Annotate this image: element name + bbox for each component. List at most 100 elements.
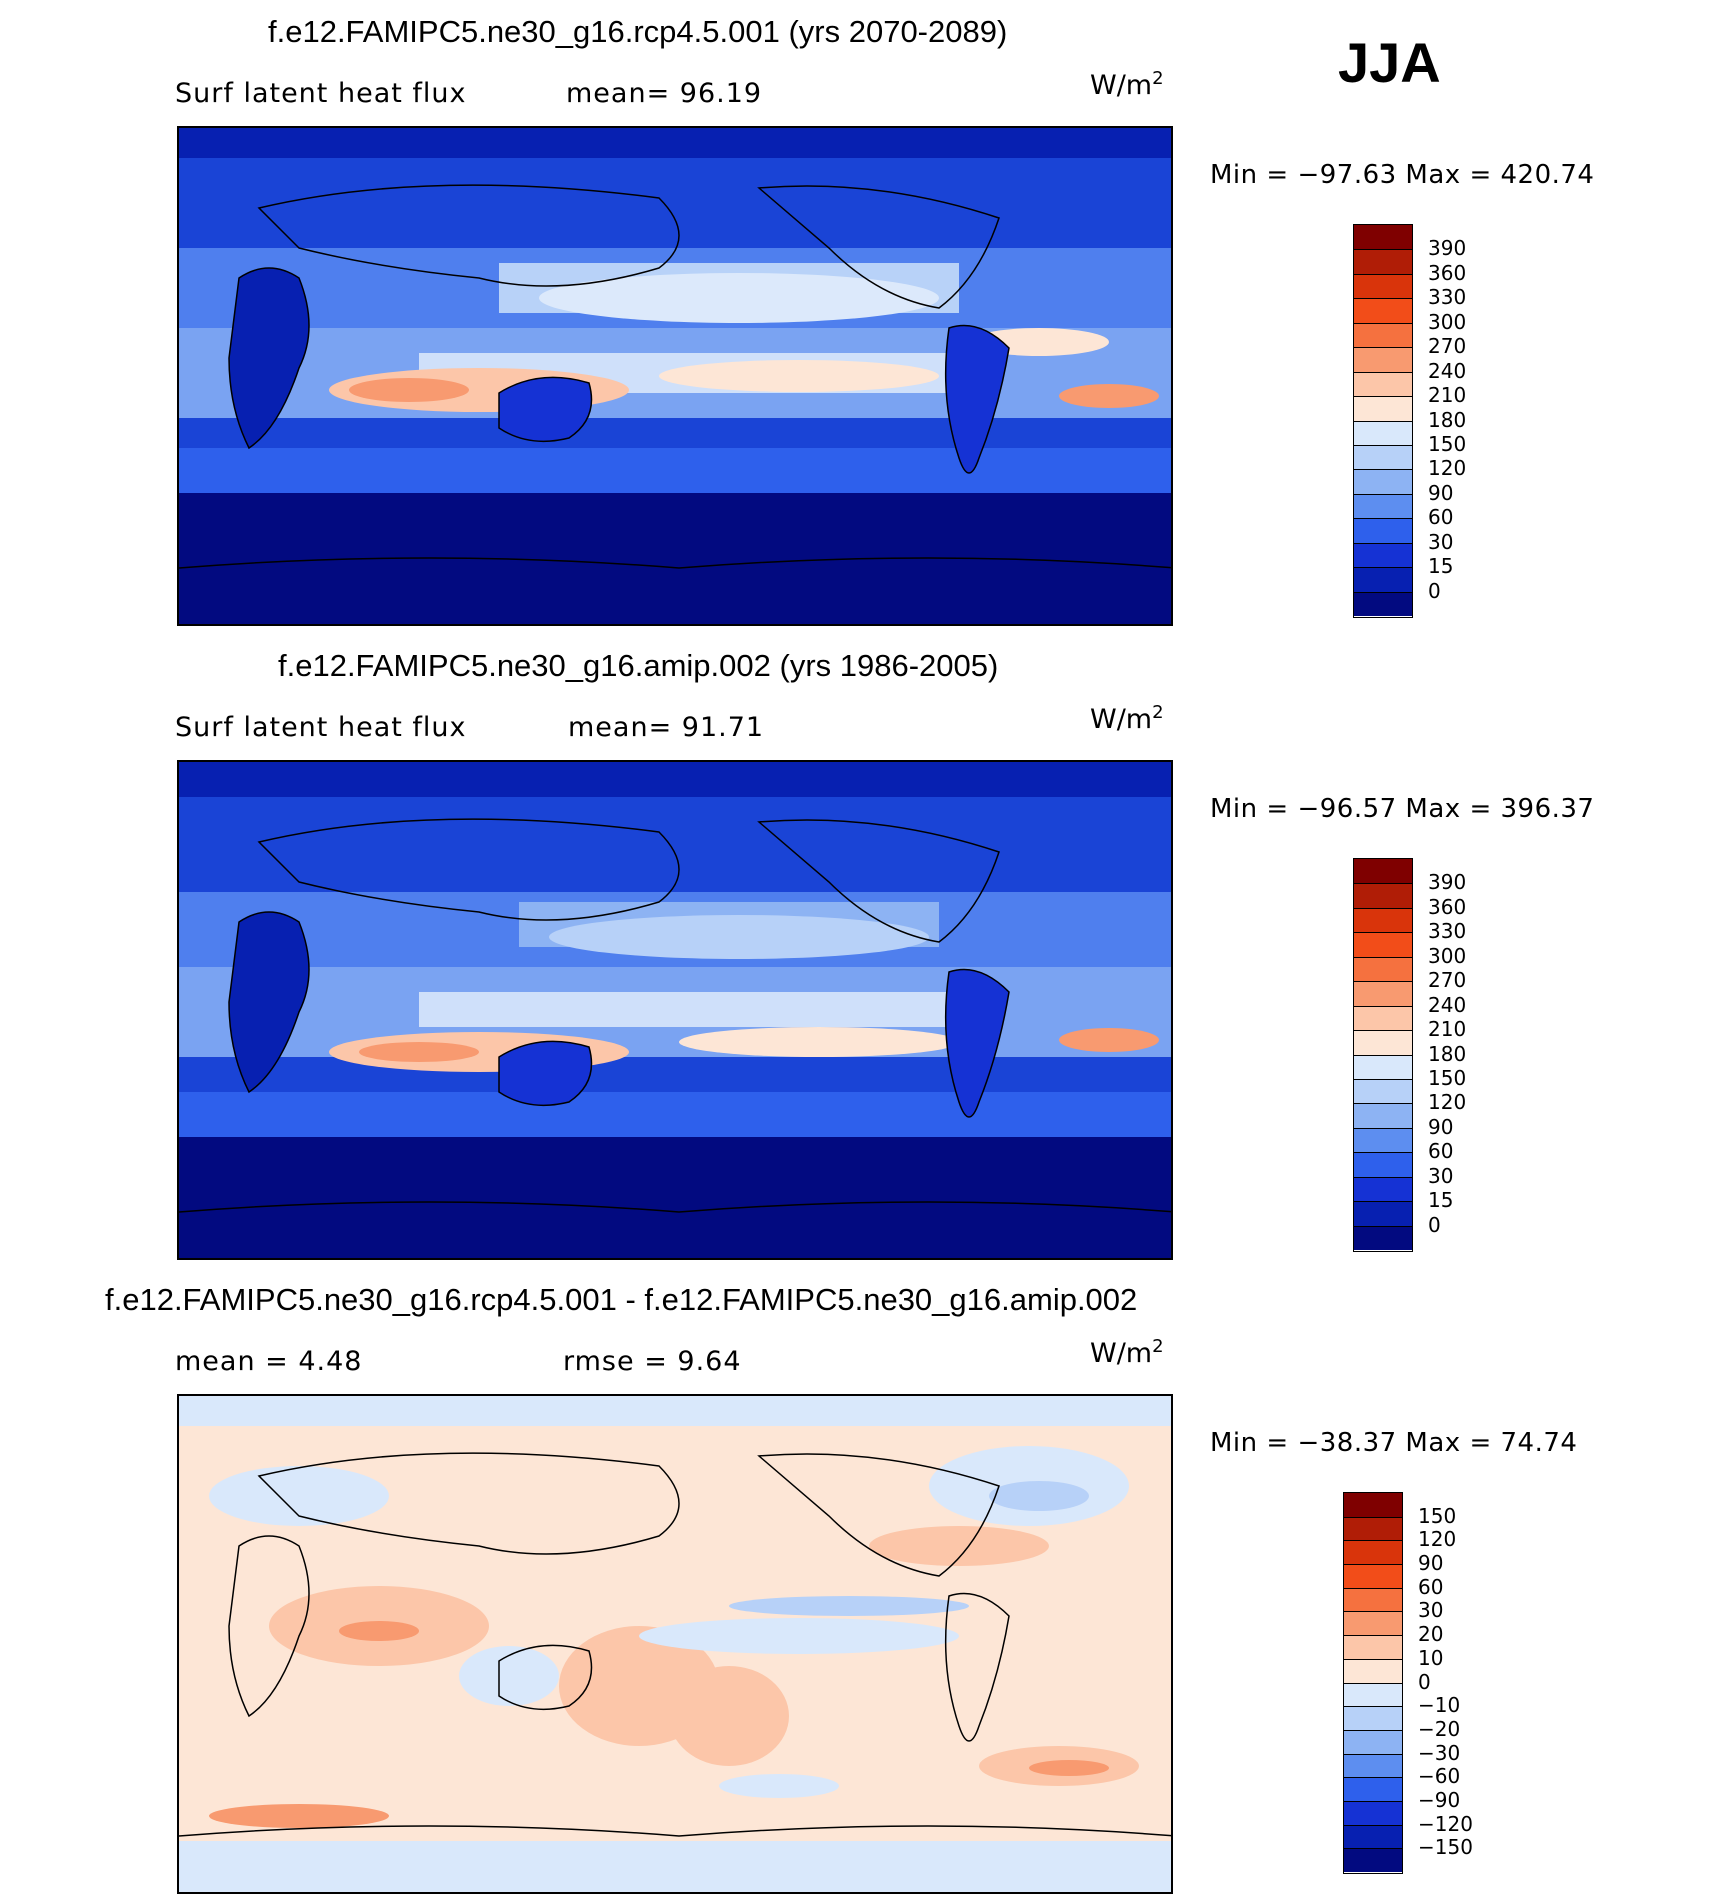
panel-1-minmax: Min = −97.63 Max = 420.74	[1210, 160, 1595, 190]
colorbar-tick-label: −150	[1418, 1835, 1473, 1860]
colorbar-swatch	[1354, 1005, 1412, 1031]
colorbar-swatch	[1344, 1729, 1402, 1754]
panel-1-variable-label: Surf latent heat flux	[175, 78, 467, 109]
colorbar-tick-label: −120	[1418, 1811, 1473, 1836]
colorbar-tick-label: 330	[1428, 919, 1467, 944]
colorbar-swatch	[1344, 1611, 1402, 1636]
colorbar-swatch	[1354, 981, 1412, 1006]
panel-2-variable-label: Surf latent heat flux	[175, 712, 467, 743]
colorbar-swatch	[1354, 493, 1412, 519]
colorbar-swatch	[1354, 1201, 1412, 1226]
colorbar-tick-label: 0	[1428, 578, 1441, 603]
colorbar-swatch	[1354, 1054, 1412, 1079]
colorbar-swatch	[1344, 1824, 1402, 1849]
panel-2-colorbar-labels: 390 360 330 300 270 240 210 180 150 120 90 60 30 15 0	[1428, 858, 1508, 1252]
colorbar-tick-label: 0	[1428, 1212, 1441, 1237]
colorbar-tick-label: 120	[1428, 456, 1467, 481]
panel-2-map-svg	[179, 762, 1171, 1258]
panel-2-title: f.e12.FAMIPC5.ne30_g16.amip.002 (yrs 198…	[278, 648, 999, 683]
panel-1-colorbar-labels: 390 360 330 300 270 240 210 180 150 120 90 60 30 15 0	[1428, 224, 1508, 618]
colorbar-tick-label: 180	[1428, 1041, 1467, 1066]
colorbar-tick-label: 20	[1418, 1622, 1444, 1647]
colorbar-swatch	[1344, 1658, 1402, 1683]
colorbar-swatch	[1344, 1540, 1402, 1565]
panel-1-units: W/m2	[1090, 68, 1164, 101]
panel-3-colorbar	[1343, 1492, 1403, 1874]
colorbar-tick-label: 120	[1418, 1527, 1457, 1552]
colorbar-swatch	[1354, 322, 1412, 348]
panel-1-mean-label: mean= 96.19	[566, 78, 763, 109]
colorbar-swatch	[1344, 1753, 1402, 1778]
colorbar-swatch	[1344, 1587, 1402, 1612]
colorbar-swatch	[1344, 1848, 1402, 1872]
colorbar-swatch	[1354, 1152, 1412, 1177]
panel-2-colorbar	[1353, 858, 1413, 1252]
colorbar-tick-label: 210	[1428, 383, 1467, 408]
colorbar-tick-label: 390	[1428, 870, 1467, 895]
colorbar-swatch	[1344, 1706, 1402, 1730]
colorbar-swatch	[1354, 859, 1412, 884]
colorbar-swatch	[1344, 1682, 1402, 1707]
colorbar-tick-label: 30	[1428, 529, 1454, 554]
colorbar-tick-label: 240	[1428, 992, 1467, 1017]
colorbar-swatch	[1354, 444, 1412, 470]
colorbar-tick-label: 60	[1418, 1574, 1444, 1599]
panel-3-title: f.e12.FAMIPC5.ne30_g16.rcp4.5.001 - f.e1…	[105, 1282, 1138, 1317]
colorbar-tick-label: 0	[1418, 1669, 1431, 1694]
colorbar-swatch	[1354, 932, 1412, 957]
panel-3-units: W/m2	[1090, 1336, 1164, 1369]
colorbar-swatch	[1354, 567, 1412, 592]
colorbar-tick-label: 180	[1428, 407, 1467, 432]
colorbar-tick-label: 240	[1428, 358, 1467, 383]
panel-2-minmax: Min = −96.57 Max = 396.37	[1210, 794, 1595, 824]
colorbar-swatch	[1354, 1225, 1412, 1250]
colorbar-swatch	[1354, 420, 1412, 445]
colorbar-tick-label: 60	[1428, 505, 1454, 530]
colorbar-tick-label: 150	[1418, 1503, 1457, 1528]
panel-3-minmax: Min = −38.37 Max = 74.74	[1210, 1428, 1578, 1458]
colorbar-swatch	[1354, 249, 1412, 274]
colorbar-tick-label: 330	[1428, 285, 1467, 310]
colorbar-tick-label: −90	[1418, 1787, 1461, 1812]
panel-3-map	[177, 1394, 1173, 1894]
colorbar-swatch	[1354, 956, 1412, 982]
colorbar-tick-label: 120	[1428, 1090, 1467, 1115]
colorbar-tick-label: 210	[1428, 1017, 1467, 1042]
panel-3-mean-label: mean = 4.48	[175, 1346, 363, 1377]
colorbar-swatch	[1354, 883, 1412, 908]
colorbar-swatch	[1344, 1516, 1402, 1541]
panel-1-title: f.e12.FAMIPC5.ne30_g16.rcp4.5.001 (yrs 2…	[268, 14, 1008, 49]
panel-3-map-svg	[179, 1396, 1171, 1892]
colorbar-tick-label: 30	[1428, 1163, 1454, 1188]
panel-1-map-svg	[179, 128, 1171, 624]
colorbar-tick-label: −60	[1418, 1764, 1461, 1789]
panel-3-rmse-label: rmse = 9.64	[563, 1346, 742, 1377]
panel-2-mean-label: mean= 91.71	[568, 712, 765, 743]
panel-2-units: W/m2	[1090, 702, 1164, 735]
season-label: JJA	[1338, 31, 1441, 94]
colorbar-tick-label: 10	[1418, 1645, 1444, 1670]
colorbar-tick-label: 15	[1428, 554, 1454, 579]
colorbar-tick-label: 270	[1428, 968, 1467, 993]
colorbar-swatch	[1354, 1103, 1412, 1128]
colorbar-tick-label: 300	[1428, 943, 1467, 968]
colorbar-tick-label: 60	[1428, 1139, 1454, 1164]
colorbar-swatch	[1354, 1176, 1412, 1202]
colorbar-tick-label: 390	[1428, 236, 1467, 261]
colorbar-swatch	[1354, 396, 1412, 421]
colorbar-swatch	[1344, 1493, 1402, 1517]
colorbar-swatch	[1354, 469, 1412, 494]
colorbar-tick-label: 90	[1418, 1551, 1444, 1576]
colorbar-tick-label: 15	[1428, 1188, 1454, 1213]
colorbar-tick-label: 360	[1428, 260, 1467, 285]
colorbar-swatch	[1344, 1635, 1402, 1659]
colorbar-tick-label: 90	[1428, 1114, 1454, 1139]
colorbar-tick-label: 300	[1428, 309, 1467, 334]
colorbar-swatch	[1344, 1564, 1402, 1588]
colorbar-swatch	[1354, 542, 1412, 568]
colorbar-tick-label: −10	[1418, 1693, 1461, 1718]
colorbar-swatch	[1354, 518, 1412, 543]
colorbar-swatch	[1354, 1030, 1412, 1055]
colorbar-tick-label: 90	[1428, 480, 1454, 505]
colorbar-swatch	[1344, 1777, 1402, 1801]
